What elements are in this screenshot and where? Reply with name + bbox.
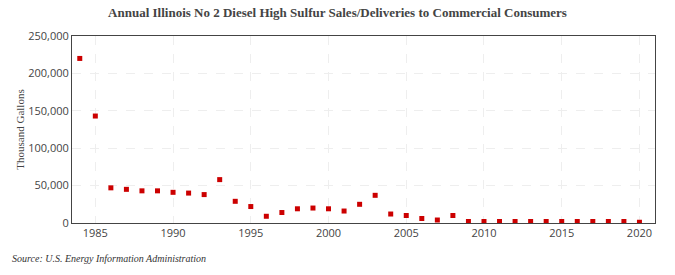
svg-text:2000: 2000: [316, 225, 341, 240]
svg-text:2010: 2010: [471, 225, 496, 240]
svg-text:Source: U.S. Energy Informatio: Source: U.S. Energy Information Administ…: [12, 253, 206, 264]
svg-text:1985: 1985: [83, 225, 108, 240]
svg-text:Annual Illinois No 2 Diesel Hi: Annual Illinois No 2 Diesel High Sulfur …: [108, 5, 567, 20]
svg-text:1990: 1990: [160, 225, 185, 240]
svg-text:100,000: 100,000: [28, 140, 69, 155]
svg-text:2005: 2005: [394, 225, 419, 240]
svg-text:2015: 2015: [549, 225, 574, 240]
svg-text:Thousand Gallons: Thousand Gallons: [14, 89, 26, 169]
svg-text:0: 0: [63, 215, 69, 230]
svg-text:2020: 2020: [627, 225, 652, 240]
svg-text:250,000: 250,000: [28, 28, 69, 43]
svg-text:1995: 1995: [238, 225, 263, 240]
svg-text:200,000: 200,000: [28, 65, 69, 80]
svg-text:150,000: 150,000: [28, 103, 69, 118]
svg-text:50,000: 50,000: [35, 177, 69, 192]
